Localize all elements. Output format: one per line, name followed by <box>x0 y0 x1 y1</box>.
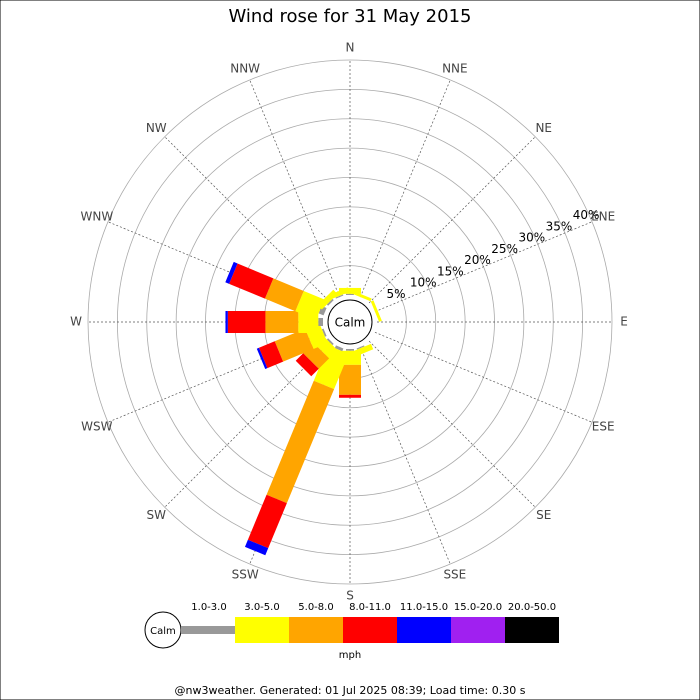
bar-segment <box>266 380 335 504</box>
r-tick-label: 25% <box>491 242 518 256</box>
direction-label: WNW <box>80 210 113 224</box>
bar-segment <box>335 294 344 299</box>
bar-segment <box>350 290 372 302</box>
legend-label: 11.0-15.0 <box>400 602 448 613</box>
bar-segment <box>370 300 382 322</box>
bar-segment <box>346 293 354 295</box>
direction-label: WSW <box>81 419 112 433</box>
legend-label: 5.0-8.0 <box>298 602 333 613</box>
bar-segment <box>321 328 327 337</box>
bar-segment <box>227 311 266 333</box>
r-tick-label: 30% <box>518 231 545 245</box>
spoke <box>107 221 326 312</box>
bar-segment <box>318 305 327 316</box>
direction-label: S <box>346 589 354 603</box>
spoke <box>249 79 340 298</box>
bar-segment <box>326 338 334 346</box>
direction-label: N <box>346 41 355 55</box>
spoke <box>374 332 593 423</box>
direction-label: NW <box>146 121 167 135</box>
legend-label: 15.0-20.0 <box>454 602 502 613</box>
spoke <box>368 136 536 304</box>
legend-label: 20.0-50.0 <box>508 602 556 613</box>
bar-segment <box>274 328 314 362</box>
legend-swatch <box>343 617 397 643</box>
spoke <box>164 340 332 508</box>
legend-label: 3.0-5.0 <box>244 602 279 613</box>
bar-segment <box>225 261 238 284</box>
spoke <box>368 340 536 508</box>
r-tick-label: 20% <box>464 253 491 267</box>
direction-label: W <box>70 315 82 329</box>
legend-swatch <box>505 617 559 643</box>
legend-calm-label: Calm <box>150 626 176 637</box>
direction-label: SW <box>147 508 167 522</box>
direction-label: NE <box>535 121 552 135</box>
r-tick-label: 40% <box>573 208 600 222</box>
direction-label: NNE <box>442 61 468 75</box>
spoke <box>107 332 326 423</box>
grid-ring <box>87 59 613 585</box>
legend-swatch <box>397 617 451 643</box>
spoke <box>374 221 593 312</box>
bar-segment <box>229 263 274 299</box>
bar-segment <box>295 290 325 320</box>
direction-label: SSE <box>443 568 466 582</box>
bar-segment <box>265 311 299 333</box>
calm-circle <box>327 299 373 345</box>
spoke <box>360 346 451 565</box>
legend-swatch <box>289 617 343 643</box>
bar-segment <box>225 311 228 333</box>
units-label: mph <box>339 650 361 661</box>
legend-swatch <box>451 617 505 643</box>
bar-segment <box>346 349 354 351</box>
spoke <box>164 136 332 304</box>
footer: @nw3weather. Generated: 01 Jul 2025 08:3… <box>175 684 526 697</box>
r-tick-label: 15% <box>437 264 464 278</box>
grid-ring <box>175 147 525 497</box>
bar-segment <box>339 364 361 395</box>
bar-segment <box>264 278 304 312</box>
r-tick-label: 5% <box>387 287 406 301</box>
direction-label: ESE <box>592 419 615 433</box>
bar-segment <box>295 353 319 377</box>
bar-segment <box>356 345 365 350</box>
bar-segment <box>318 318 323 326</box>
r-tick-label: 35% <box>546 219 573 233</box>
bar-segment <box>334 345 344 352</box>
bar-segment <box>247 494 287 549</box>
bar-segment <box>313 345 349 390</box>
bar-segment <box>339 394 361 398</box>
legend-swatch <box>181 626 235 634</box>
bar-segment <box>256 347 268 370</box>
legend-label: 8.0-11.0 <box>349 602 391 613</box>
legend-label: 1.0-3.0 <box>191 602 226 613</box>
spoke <box>360 79 451 298</box>
bar-segment <box>339 287 361 294</box>
direction-label: NNW <box>230 61 260 75</box>
direction-label: SE <box>536 508 551 522</box>
chart-title: Wind rose for 31 May 2015 <box>229 6 472 27</box>
bar-segment <box>327 287 350 301</box>
direction-label: ENE <box>591 210 615 224</box>
r-tick-label: 10% <box>410 276 437 290</box>
bar-segment <box>258 341 284 369</box>
calm-label: Calm <box>335 316 366 330</box>
direction-label: SSW <box>232 568 259 582</box>
bar-segment <box>326 298 334 306</box>
direction-label: E <box>620 315 628 329</box>
legend-swatch <box>235 617 289 643</box>
bar-segment <box>244 539 269 556</box>
